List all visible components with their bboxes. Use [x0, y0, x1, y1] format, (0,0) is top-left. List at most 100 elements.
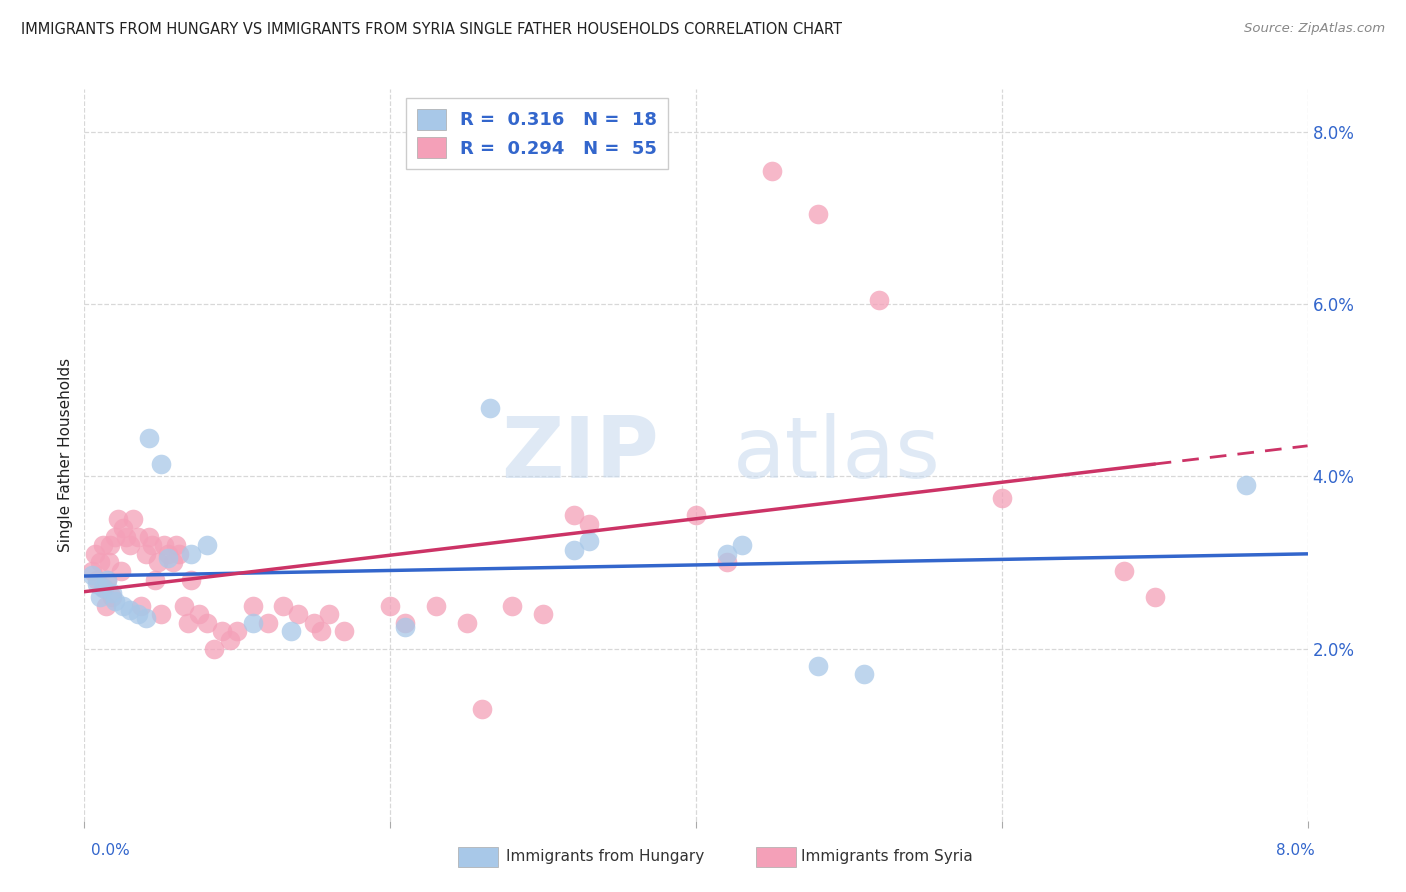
Point — [853, 667, 876, 681]
Point — [153, 538, 176, 552]
Point — [425, 599, 447, 613]
Point — [89, 590, 111, 604]
Point — [111, 599, 134, 613]
Point — [96, 573, 118, 587]
Point — [1143, 590, 1166, 604]
Y-axis label: Single Father Households: Single Father Households — [58, 358, 73, 552]
Point — [173, 599, 195, 613]
Point — [188, 607, 211, 621]
Point — [807, 207, 830, 221]
Point — [180, 547, 202, 561]
Point — [101, 585, 124, 599]
Point — [807, 658, 830, 673]
Point — [91, 582, 114, 596]
Text: 0.0%: 0.0% — [91, 843, 131, 858]
Point — [157, 551, 180, 566]
Point — [211, 624, 233, 639]
Text: IMMIGRANTS FROM HUNGARY VS IMMIGRANTS FROM SYRIA SINGLE FATHER HOUSEHOLDS CORREL: IMMIGRANTS FROM HUNGARY VS IMMIGRANTS FR… — [21, 22, 842, 37]
Text: Source: ZipAtlas.com: Source: ZipAtlas.com — [1244, 22, 1385, 36]
Point — [143, 573, 166, 587]
Point — [162, 556, 184, 570]
Point — [869, 293, 891, 307]
Point — [333, 624, 356, 639]
Point — [318, 607, 340, 621]
Point — [135, 611, 157, 625]
Point — [716, 556, 738, 570]
Point — [242, 615, 264, 630]
Point — [1114, 564, 1136, 578]
Point — [761, 164, 783, 178]
Point — [96, 573, 118, 587]
Point — [394, 615, 416, 630]
Point — [138, 431, 160, 445]
Point — [129, 599, 152, 613]
Point — [177, 615, 200, 630]
Point — [138, 530, 160, 544]
Point — [89, 556, 111, 570]
Point — [562, 542, 585, 557]
Point — [146, 556, 169, 570]
Text: ZIP: ZIP — [502, 413, 659, 497]
Point — [578, 516, 600, 531]
Point — [478, 401, 501, 415]
Point — [86, 573, 108, 587]
Text: 8.0%: 8.0% — [1275, 843, 1315, 858]
Point — [167, 547, 190, 561]
Point — [98, 538, 121, 552]
Point — [149, 607, 172, 621]
Point — [202, 641, 225, 656]
Point — [242, 599, 264, 613]
Text: atlas: atlas — [733, 413, 941, 497]
Point — [101, 590, 124, 604]
Point — [104, 594, 127, 608]
Point — [114, 530, 136, 544]
Text: Immigrants from Syria: Immigrants from Syria — [801, 849, 973, 863]
Point — [531, 607, 554, 621]
Point — [311, 624, 333, 639]
Point — [685, 508, 707, 523]
Point — [127, 530, 149, 544]
Point — [287, 607, 309, 621]
Point — [302, 615, 325, 630]
Point — [394, 620, 416, 634]
Point — [107, 512, 129, 526]
Point — [226, 624, 249, 639]
Point — [471, 702, 494, 716]
Point — [80, 568, 103, 582]
Point — [80, 564, 103, 578]
Point — [195, 538, 218, 552]
Point — [120, 538, 142, 552]
Point — [180, 573, 202, 587]
Point — [94, 599, 117, 613]
Point — [456, 615, 478, 630]
Point — [271, 599, 294, 613]
Point — [84, 547, 107, 561]
Point — [501, 599, 523, 613]
Legend: R =  0.316   N =  18, R =  0.294   N =  55: R = 0.316 N = 18, R = 0.294 N = 55 — [406, 98, 668, 169]
Point — [110, 564, 132, 578]
Point — [257, 615, 280, 630]
Text: Immigrants from Hungary: Immigrants from Hungary — [506, 849, 704, 863]
Point — [141, 538, 163, 552]
Point — [127, 607, 149, 621]
Point — [86, 577, 108, 591]
Point — [104, 530, 127, 544]
Point — [1234, 478, 1257, 492]
Point — [122, 512, 145, 526]
Point — [111, 521, 134, 535]
Point — [218, 632, 240, 647]
Point — [135, 547, 157, 561]
Point — [731, 538, 754, 552]
Point — [97, 556, 120, 570]
Point — [990, 491, 1012, 505]
Point — [716, 547, 738, 561]
Point — [562, 508, 585, 523]
Point — [195, 615, 218, 630]
Point — [165, 538, 187, 552]
Point — [91, 538, 114, 552]
Point — [120, 603, 142, 617]
Point — [578, 533, 600, 548]
Point — [93, 582, 115, 596]
Point — [380, 599, 402, 613]
Point — [149, 457, 172, 471]
